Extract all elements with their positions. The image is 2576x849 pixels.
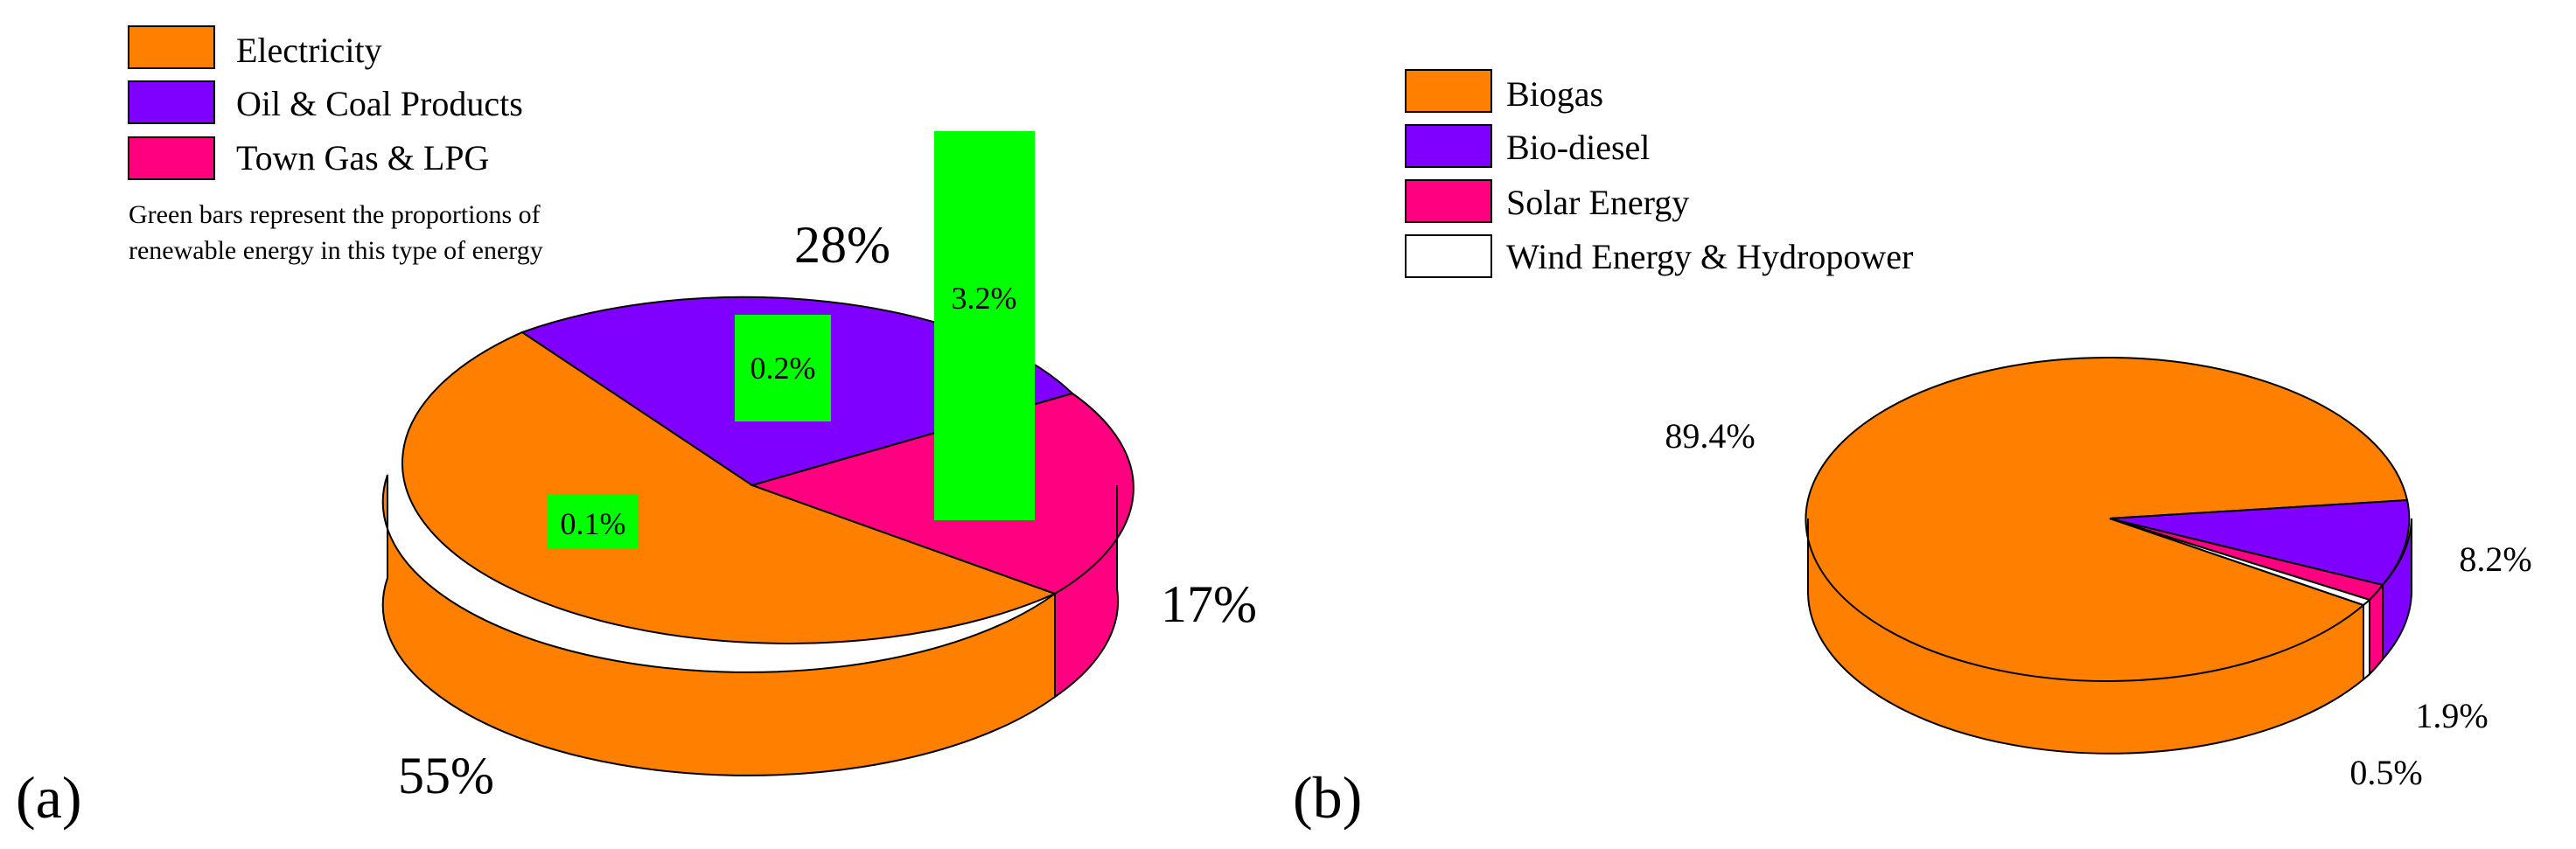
panel-a: Electricity Oil & Coal Products Town Gas…	[16, 25, 1257, 831]
legend-note-line-2: renewable energy in this type of energy	[129, 236, 543, 265]
legend-label-wind-hydro: Wind Energy & Hydropower	[1506, 237, 1913, 276]
pie-a-slice-electricity	[401, 331, 1058, 644]
pie-b-label-bio-diesel: 8.2%	[2459, 539, 2531, 579]
renewable-bar-electricity	[548, 495, 639, 549]
legend-swatch-bio-diesel	[1405, 124, 1492, 168]
pie-b-slice-bio-diesel	[2109, 498, 2411, 587]
legend-a: Electricity Oil & Coal Products Town Gas…	[128, 25, 543, 265]
renewable-bar-label-oil-coal: 0.2%	[750, 351, 816, 386]
renewable-bar-label-town-gas: 3.2%	[952, 281, 1017, 316]
panel-b: Biogas Bio-diesel Solar Energy Wind Ener…	[1293, 69, 2532, 831]
pie-b-label-wind-hydro: 0.5%	[2349, 753, 2422, 792]
pie-b-label-biogas: 89.4%	[1665, 416, 1755, 456]
pie-a-label-electricity: 55%	[398, 747, 494, 804]
legend-swatch-town-gas	[128, 136, 215, 180]
panel-label-a: (a)	[16, 764, 81, 831]
legend-swatch-oil-coal	[128, 80, 215, 124]
pie-b-side-wind-hydro	[2363, 597, 2370, 682]
legend-label-oil-coal: Oil & Coal Products	[236, 84, 523, 123]
legend-swatch-solar	[1405, 179, 1492, 223]
legend-label-biogas: Biogas	[1506, 74, 1603, 114]
pie-b-slice-wind-hydro	[2109, 518, 2371, 607]
legend-swatch-biogas	[1405, 69, 1492, 113]
legend-swatch-electricity	[128, 25, 215, 69]
pie-b-label-solar: 1.9%	[2415, 696, 2488, 735]
pie-a-label-town-gas: 17%	[1161, 575, 1257, 633]
legend-note-line-1: Green bars represent the proportions of	[129, 200, 541, 229]
legend-swatch-wind-hydro	[1405, 234, 1492, 278]
legend-label-bio-diesel: Bio-diesel	[1506, 128, 1650, 167]
legend-label-solar: Solar Energy	[1506, 183, 1689, 222]
legend-b: Biogas Bio-diesel Solar Energy Wind Ener…	[1405, 69, 1913, 278]
renewable-bar-label-electricity: 0.1%	[561, 506, 626, 541]
panel-label-b: (b)	[1293, 764, 1362, 831]
pie-a-label-oil-coal: 28%	[794, 216, 890, 274]
renewable-bar-town-gas	[934, 131, 1035, 520]
pie-b-slice-biogas	[1805, 356, 2409, 682]
pie-a: 0.1% 0.2% 3.2% 55% 28% 17%	[381, 131, 1257, 804]
legend-label-town-gas: Town Gas & LPG	[236, 138, 489, 177]
legend-label-electricity: Electricity	[236, 31, 382, 70]
renewable-bar-oil-coal	[735, 315, 831, 421]
pie-b: 89.4% 8.2% 1.9% 0.5%	[1665, 356, 2532, 792]
